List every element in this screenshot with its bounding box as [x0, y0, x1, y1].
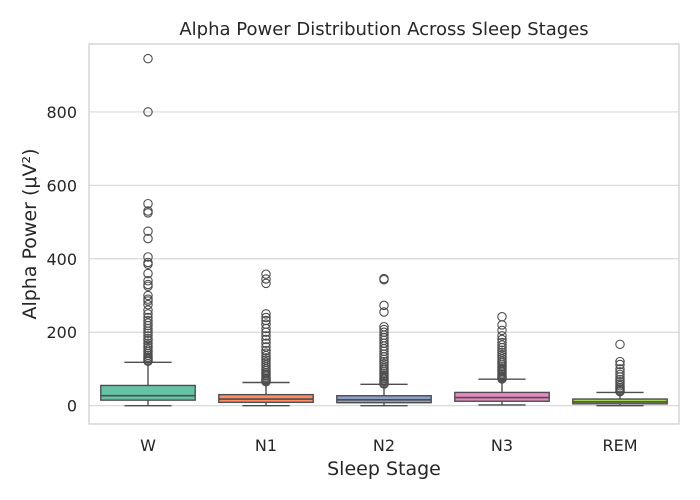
x-tick-label: W — [140, 436, 156, 455]
outlier-point — [143, 53, 153, 64]
outlier-point — [379, 274, 389, 285]
outlier-point — [143, 276, 153, 286]
outlier-point — [143, 356, 153, 366]
outlier-point — [143, 296, 153, 306]
outlier-point — [261, 331, 271, 341]
x-tick-label: N2 — [373, 436, 395, 455]
outlier-point — [261, 334, 271, 345]
outlier-point — [615, 367, 625, 377]
y-tick-label: 600 — [46, 176, 77, 195]
outlier-point — [379, 352, 389, 362]
outlier-point — [261, 312, 271, 323]
box-group-rem — [572, 339, 668, 407]
box-group-n2 — [336, 273, 432, 407]
data-layer — [100, 53, 668, 407]
x-tick-labels: W N1 N2 N3 REM — [140, 436, 637, 455]
outlier-point — [379, 300, 389, 311]
outlier-point — [143, 107, 153, 117]
outlier-point — [379, 307, 389, 317]
outlier-point — [143, 323, 153, 334]
outlier-point — [261, 345, 271, 356]
outlier-point — [379, 379, 389, 389]
grid-layer — [89, 111, 679, 407]
outlier-point — [497, 312, 507, 322]
outlier-point — [261, 274, 271, 284]
outlier-point — [261, 377, 271, 387]
y-tick-label: 0 — [67, 397, 77, 416]
x-tick-label: N1 — [255, 436, 277, 455]
outlier-point — [615, 386, 625, 397]
box-w — [100, 384, 196, 401]
outlier-point — [615, 356, 625, 367]
outlier-point — [261, 338, 271, 348]
outlier-point — [143, 299, 153, 310]
outlier-point — [143, 208, 153, 218]
y-tick-label: 400 — [46, 250, 77, 269]
box-group-n1 — [218, 269, 314, 407]
box-group-n3 — [454, 312, 550, 406]
outlier-point — [261, 309, 271, 319]
outlier-point — [143, 328, 153, 339]
x-tick-label: N3 — [491, 436, 513, 455]
outlier-point — [261, 348, 271, 358]
outlier-point — [261, 323, 271, 334]
y-axis-label: Alpha Power (μV²) — [19, 148, 41, 319]
outlier-point — [379, 349, 389, 359]
box-group-w — [100, 53, 196, 407]
outlier-point — [143, 198, 153, 209]
chart-title: Alpha Power Distribution Across Sleep St… — [179, 19, 588, 40]
outlier-point — [143, 331, 153, 341]
outlier-point — [615, 339, 625, 350]
outlier-point — [497, 342, 507, 353]
outlier-point — [497, 320, 507, 330]
outlier-point — [143, 226, 153, 236]
outlier-point — [143, 309, 153, 319]
outlier-point — [143, 257, 153, 268]
outlier-point — [261, 327, 271, 337]
x-tick-label: REM — [602, 436, 637, 455]
plot-frame — [88, 43, 680, 425]
outlier-point — [615, 359, 625, 370]
outlier-point — [143, 305, 153, 315]
outlier-point — [143, 268, 153, 279]
outlier-point — [143, 259, 153, 270]
outlier-point — [497, 325, 507, 336]
outlier-point — [497, 331, 507, 341]
outlier-point — [143, 233, 153, 244]
outlier-point — [143, 281, 153, 292]
outlier-point — [497, 337, 507, 348]
y-tick-label: 800 — [46, 103, 77, 122]
outlier-point — [261, 278, 271, 289]
y-tick-labels: 0 200 400 600 800 — [46, 103, 77, 416]
x-axis-label: Sleep Stage — [327, 458, 441, 480]
outlier-point — [497, 340, 507, 350]
outlier-point — [497, 374, 507, 384]
outlier-point — [143, 320, 153, 331]
outlier-point — [143, 335, 153, 346]
y-tick-label: 200 — [46, 323, 77, 342]
outlier-point — [615, 369, 625, 380]
outlier-point — [143, 252, 153, 262]
outlier-point — [261, 269, 271, 279]
outlier-point — [143, 290, 153, 301]
